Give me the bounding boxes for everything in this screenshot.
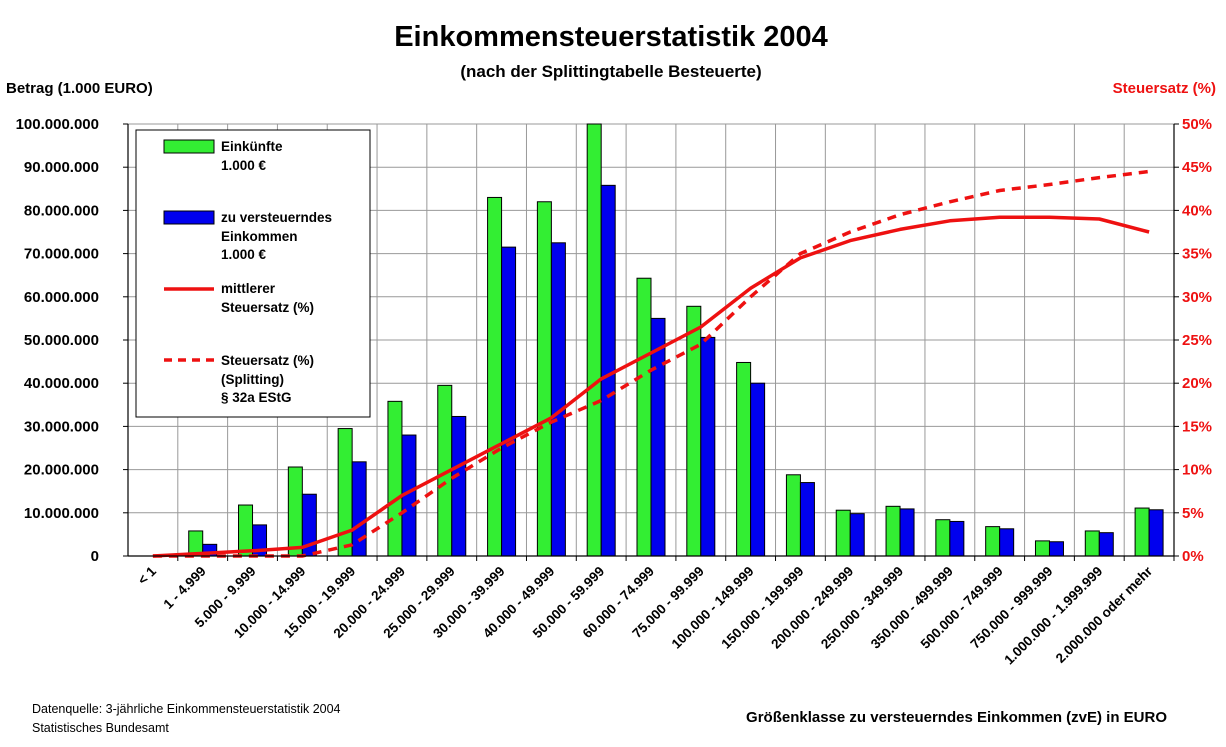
legend-label-splitting: Steuersatz (%) — [221, 353, 314, 368]
bar-einkuenfte — [636, 277, 652, 557]
y-tick-label: 100.000.000 — [16, 116, 99, 133]
legend-label-zve: zu versteuerndes — [221, 210, 332, 225]
legend-label-mittlerer: mittlerer — [221, 281, 276, 296]
y2-tick-label: 50% — [1182, 116, 1212, 133]
legend-label-einkuenfte: Einkünfte — [221, 139, 283, 154]
bar-einkuenfte — [785, 474, 801, 557]
legend-swatch-zve — [163, 210, 215, 225]
bar-einkuenfte — [985, 526, 1001, 557]
y-tick-label: 40.000.000 — [24, 375, 99, 392]
bar-zve — [351, 461, 367, 557]
legend-swatch-einkuenfte — [163, 139, 215, 154]
y2-axis-ticks: 0% 5% 10% 15% 20% 25% 30% 35% 40% 45% 50% — [1174, 116, 1212, 565]
legend-label-mittlerer-2: Steuersatz (%) — [221, 300, 314, 315]
y2-tick-label: 35% — [1182, 246, 1212, 263]
legend: Einkünfte 1.000 € zu versteuerndes Einko… — [135, 129, 371, 418]
bar-zve — [501, 246, 517, 557]
source-line-2: Statistisches Bundesamt — [32, 721, 169, 735]
y2-tick-label: 10% — [1182, 462, 1212, 479]
y2-tick-label: 15% — [1182, 418, 1212, 435]
y2-tick-label: 25% — [1182, 332, 1212, 349]
bar-zve — [1098, 532, 1114, 557]
bar-zve — [600, 184, 616, 557]
legend-label-splitting-2: (Splitting) — [221, 372, 284, 387]
y-tick-label: 90.000.000 — [24, 159, 99, 176]
bar-einkuenfte — [487, 196, 503, 557]
bar-zve — [750, 382, 766, 557]
y-axis-title: Betrag (1.000 EURO) — [6, 80, 153, 97]
y2-tick-label: 30% — [1182, 289, 1212, 306]
y-tick-label: 50.000.000 — [24, 332, 99, 349]
y2-tick-label: 45% — [1182, 159, 1212, 176]
bar-einkuenfte — [1134, 507, 1150, 557]
y2-tick-label: 5% — [1182, 505, 1204, 522]
y2-tick-label: 20% — [1182, 375, 1212, 392]
x-tick-label: 1 - 4.999 — [161, 564, 209, 612]
legend-label-zve-unit: 1.000 € — [221, 247, 267, 262]
y-tick-label: 70.000.000 — [24, 246, 99, 263]
chart-title: Einkommensteuerstatistik 2004 — [394, 21, 828, 53]
bar-zve — [999, 528, 1015, 557]
x-tick-label: 2.000.000 oder mehr — [1053, 563, 1156, 666]
y-tick-label: 0 — [91, 548, 99, 565]
bar-series — [188, 123, 1164, 557]
bar-einkuenfte — [885, 505, 901, 557]
bar-zve — [1048, 541, 1064, 557]
bar-zve — [899, 508, 915, 557]
line-steuersatz-splitting — [152, 169, 1150, 558]
bar-einkuenfte — [935, 519, 951, 557]
bar-einkuenfte — [1034, 540, 1050, 557]
legend-label-splitting-3: § 32a EStG — [221, 390, 292, 405]
bar-zve — [1148, 509, 1164, 557]
bar-einkuenfte — [287, 466, 303, 557]
bar-einkuenfte — [238, 504, 254, 557]
bar-einkuenfte — [337, 428, 353, 557]
y-tick-label: 30.000.000 — [24, 418, 99, 435]
line-mittlerer-steuersatz — [152, 215, 1150, 558]
bar-zve — [451, 415, 467, 557]
bar-einkuenfte — [586, 123, 602, 557]
line-series — [152, 169, 1150, 558]
bar-einkuenfte — [536, 201, 552, 557]
legend-label-zve-2: Einkommen — [221, 229, 298, 244]
bar-einkuenfte — [387, 400, 403, 557]
bar-zve — [799, 482, 815, 557]
x-tick-label: < 1 — [135, 563, 159, 587]
bar-zve — [849, 513, 865, 557]
y-axis-ticks: 0 10.000.000 20.000.000 30.000.000 40.000.00… — [16, 116, 128, 565]
legend-label-einkuenfte-unit: 1.000 € — [221, 158, 267, 173]
chart-subtitle: (nach der Splittingtabelle Besteuerte) — [460, 62, 761, 81]
y-tick-label: 60.000.000 — [24, 289, 99, 306]
y-tick-label: 80.000.000 — [24, 202, 99, 219]
bar-zve — [949, 520, 965, 557]
bar-einkuenfte — [736, 361, 752, 557]
y2-tick-label: 0% — [1182, 548, 1204, 565]
bar-zve — [700, 336, 716, 557]
legend-box — [135, 129, 371, 418]
y-tick-label: 20.000.000 — [24, 462, 99, 479]
source-line-1: Datenquelle: 3-jährliche Einkommensteuer… — [32, 702, 341, 716]
x-tick-label: 1.000.000 - 1.999.999 — [1001, 564, 1105, 668]
bar-einkuenfte — [686, 305, 702, 557]
bar-einkuenfte — [1084, 530, 1100, 557]
y2-tick-label: 40% — [1182, 202, 1212, 219]
y-tick-label: 10.000.000 — [24, 505, 99, 522]
x-axis-title: Größenklasse zu versteuerndes Einkommen … — [746, 709, 1167, 726]
bar-zve — [550, 242, 566, 557]
y2-axis-title: Steuersatz (%) — [1113, 80, 1216, 97]
bar-zve — [650, 317, 666, 557]
bar-einkuenfte — [835, 509, 851, 557]
